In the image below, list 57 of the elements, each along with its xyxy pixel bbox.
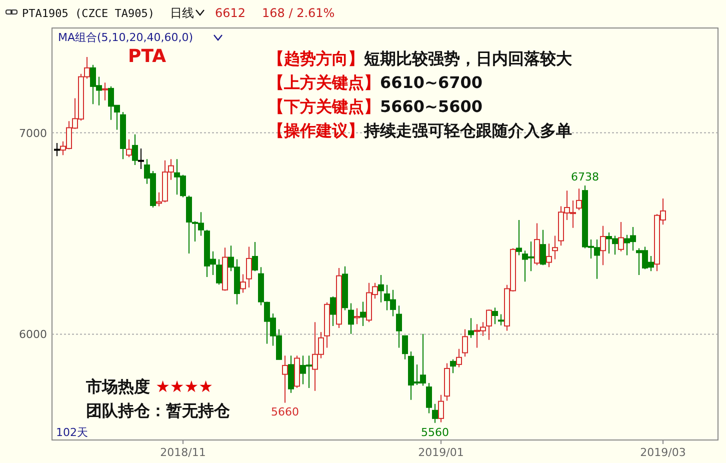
annotation: 【操作建议】持续走强可轻仓跟随介入多单 (268, 121, 572, 140)
annotation: 【趋势方向】短期比较强势，日内回落较大 (268, 49, 573, 68)
candlestick (138, 148, 144, 170)
candlestick (546, 243, 552, 268)
candlestick (330, 296, 336, 326)
annotation: 【上方关键点】6610~6700 (268, 73, 482, 92)
candlestick (378, 274, 384, 303)
candlestick (402, 335, 408, 360)
y-tick-label: 6000 (19, 328, 47, 342)
candlestick (576, 188, 582, 211)
candlestick (354, 308, 360, 325)
candlestick (468, 318, 474, 338)
candlestick (486, 308, 492, 340)
candlestick (450, 358, 456, 374)
candlestick (438, 394, 444, 423)
candlestick (432, 403, 438, 424)
candlestick (462, 328, 468, 358)
candlestick (54, 142, 60, 157)
x-tick-label: 2019/01 (418, 446, 464, 459)
candlestick (426, 382, 432, 414)
candlestick (240, 274, 246, 294)
candlestick (516, 220, 522, 256)
candlestick (216, 258, 222, 286)
annotation: 6738 (571, 170, 599, 184)
y-tick-label: 7000 (19, 126, 47, 140)
text: 168 / 2.61% (262, 6, 335, 20)
candlestick (540, 229, 546, 266)
annotation: 102天 (56, 426, 88, 439)
annotation: 团队持仓：暂无持仓 (86, 401, 231, 420)
candlestick (492, 307, 498, 325)
x-tick-label: 2019/03 (640, 446, 686, 459)
candlestick (282, 355, 288, 404)
candlestick (132, 134, 138, 166)
candlestick (456, 348, 462, 368)
candlestick (600, 225, 606, 266)
candlestick (360, 301, 366, 326)
annotation: 5560 (421, 426, 449, 439)
annotation: 【下方关键点】5660~5600 (268, 97, 482, 116)
candlestick (102, 82, 108, 101)
candlestick (396, 305, 402, 348)
annotation: 市场热度 ★★★★ (85, 377, 213, 396)
candlestick (252, 241, 258, 272)
candlestick (126, 138, 132, 158)
x-tick-label: 2018/11 (160, 446, 206, 459)
candlestick (348, 302, 354, 334)
text: PTA (128, 46, 166, 67)
text: 日线 (170, 6, 194, 20)
candlestick (552, 235, 558, 260)
candlestick (156, 192, 162, 207)
candlestick (618, 222, 624, 252)
annotation: MA组合(5,10,20,40,60,0) (58, 31, 194, 44)
candlestick (246, 246, 252, 288)
candlestick (534, 222, 540, 266)
chart-subtitle: PTA1905 (CZCE TA905) (22, 7, 154, 20)
candlestick (498, 314, 504, 326)
annotation: 5660 (271, 406, 299, 419)
text: 6612 (215, 6, 246, 20)
